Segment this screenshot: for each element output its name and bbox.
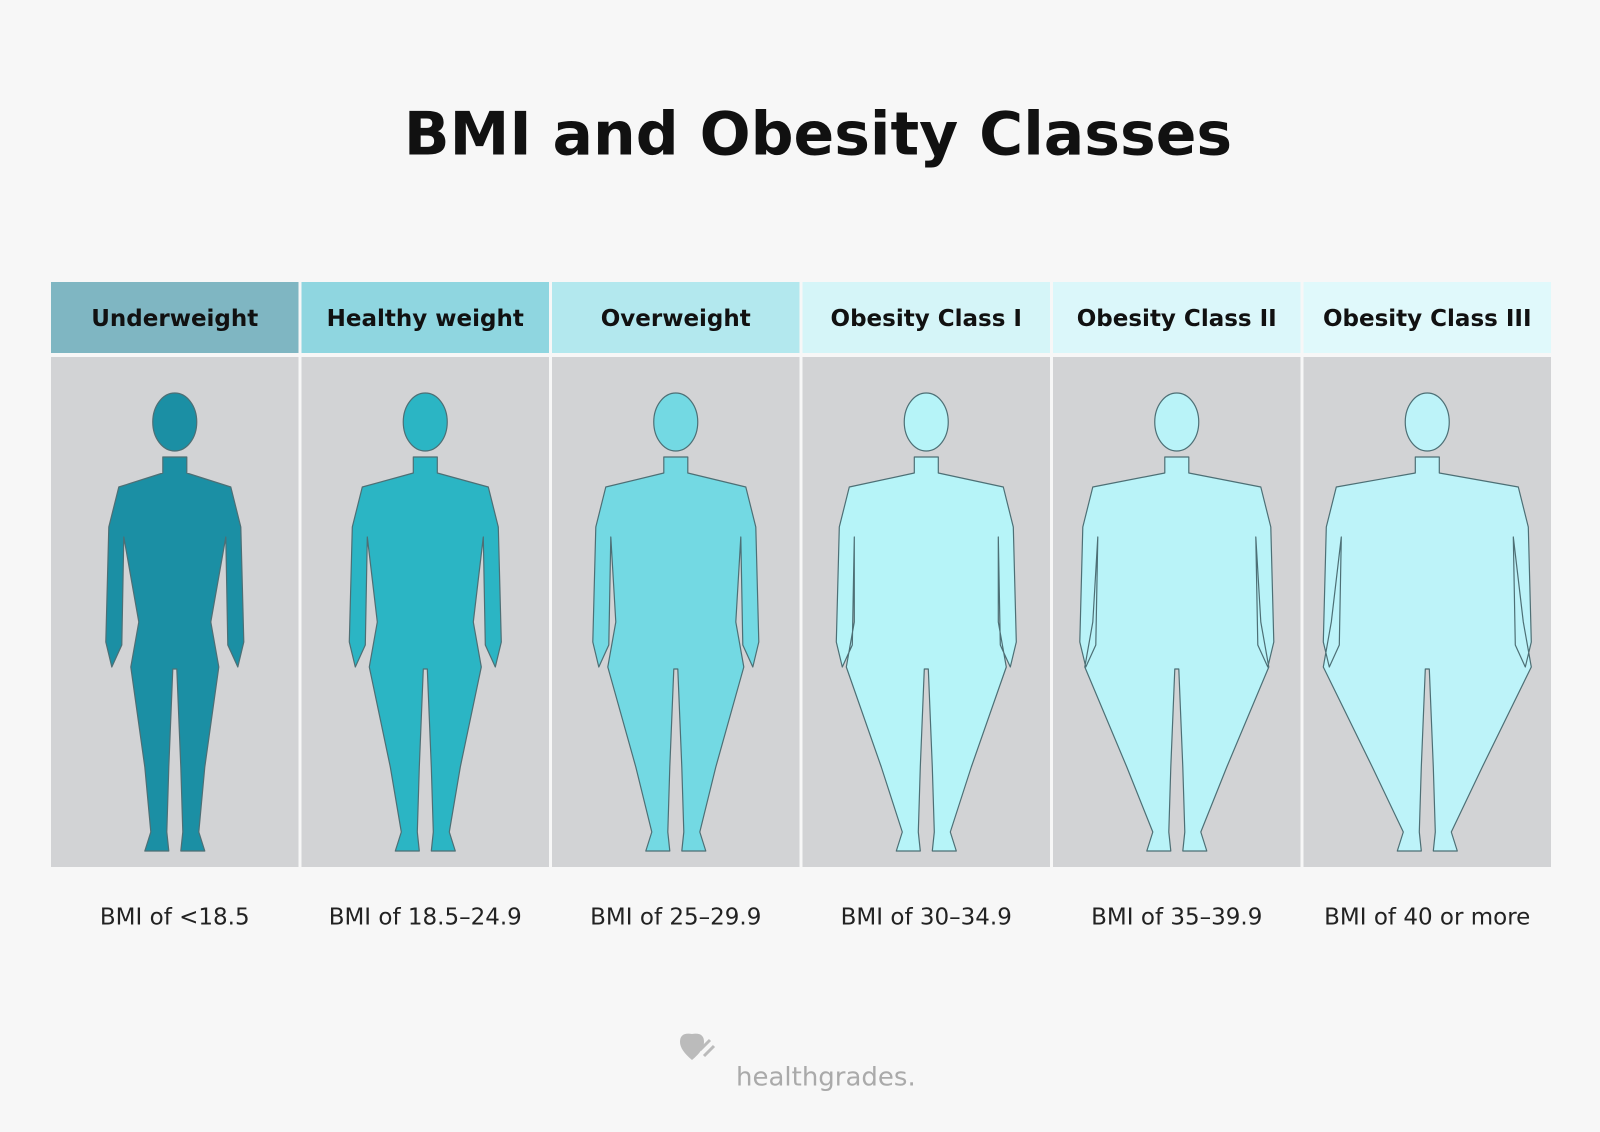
head-silhouette	[402, 392, 448, 452]
body-silhouette	[1322, 456, 1532, 852]
head-silhouette	[1154, 392, 1200, 452]
body-silhouette	[835, 456, 1017, 852]
logo-text: healthgrades.	[736, 1063, 916, 1093]
head-silhouette	[903, 392, 949, 452]
header-cell	[802, 282, 1050, 353]
head-silhouette	[653, 392, 699, 452]
logo-mark	[680, 1033, 716, 1060]
bmi-range: BMI of 35–39.9	[1091, 905, 1262, 931]
head-silhouette	[1404, 392, 1450, 452]
header-label: Obesity Class I	[831, 306, 1022, 332]
header-cell	[301, 282, 549, 353]
body-silhouette	[592, 456, 760, 852]
header-cell	[51, 282, 299, 353]
header-cell	[1303, 282, 1551, 353]
body-silhouette	[105, 456, 245, 852]
bmi-range: BMI of 25–29.9	[590, 905, 761, 931]
header-label: Obesity Class II	[1077, 306, 1277, 332]
body-silhouette	[1079, 456, 1275, 852]
bmi-range: BMI of 30–34.9	[841, 905, 1012, 931]
header-label: Underweight	[91, 306, 258, 332]
head-silhouette	[152, 392, 198, 452]
body-silhouette	[348, 456, 502, 852]
title: BMI and Obesity Classes	[404, 100, 1232, 170]
header-cell	[552, 282, 800, 353]
header-label: Overweight	[601, 306, 751, 332]
header-cell	[1053, 282, 1301, 353]
bmi-range: BMI of 18.5–24.9	[329, 905, 522, 931]
bmi-range: BMI of <18.5	[100, 905, 250, 931]
header-label: Healthy weight	[327, 306, 524, 332]
header-label: Obesity Class III	[1323, 306, 1532, 332]
bmi-range: BMI of 40 or more	[1324, 905, 1530, 931]
